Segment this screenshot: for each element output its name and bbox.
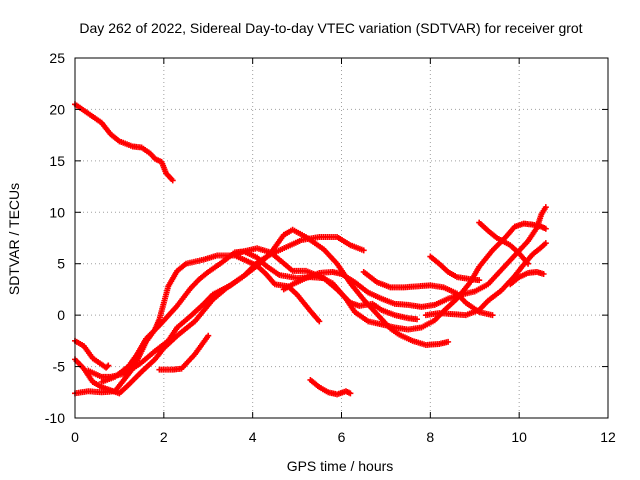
data-point — [542, 204, 549, 211]
series-track-9 — [280, 204, 549, 310]
data-point — [347, 390, 354, 397]
x-axis-label: GPS time / hours — [287, 458, 394, 474]
series-track-12 — [427, 253, 483, 284]
y-tick-label: 25 — [49, 50, 65, 66]
y-tick-label: -10 — [45, 410, 65, 426]
data-series — [72, 101, 549, 398]
data-point — [316, 318, 323, 325]
y-tick-label: 20 — [49, 101, 65, 117]
data-point — [169, 177, 176, 184]
series-track-14 — [507, 268, 547, 288]
data-point — [540, 271, 547, 277]
data-point — [542, 240, 549, 247]
y-tick-label: 5 — [57, 256, 65, 272]
y-tick-label: -5 — [53, 359, 66, 375]
data-point — [445, 338, 452, 345]
chart-title: Day 262 of 2022, Sidereal Day-to-day VTE… — [79, 20, 582, 36]
series-track-13 — [476, 219, 532, 267]
data-point — [105, 362, 112, 369]
x-tick-label: 10 — [511, 429, 527, 445]
data-point — [205, 332, 212, 339]
y-axis-label: SDTVAR / TECUs — [6, 183, 22, 295]
data-point — [489, 312, 496, 319]
x-tick-label: 12 — [600, 429, 616, 445]
series-track-1 — [72, 101, 176, 184]
grid-lines — [75, 58, 608, 418]
y-tick-label: 10 — [49, 204, 65, 220]
x-tick-label: 2 — [160, 429, 168, 445]
series-track-15 — [307, 376, 354, 398]
x-tick-label: 0 — [71, 429, 79, 445]
y-tick-label: 15 — [49, 153, 65, 169]
x-tick-label: 8 — [426, 429, 434, 445]
series-track-10 — [360, 268, 496, 319]
data-point — [104, 363, 111, 370]
x-tick-label: 4 — [249, 429, 257, 445]
x-tick-label: 6 — [338, 429, 346, 445]
data-point — [360, 247, 367, 254]
data-point — [525, 260, 532, 267]
data-point — [476, 277, 483, 284]
axis-ticks: 0 2 4 6 8 10 12 -10 -5 0 5 10 15 20 25 — [45, 50, 616, 445]
data-point — [414, 316, 421, 323]
data-point — [542, 225, 549, 232]
y-tick-label: 0 — [57, 307, 65, 323]
series-track-7 — [156, 332, 212, 373]
